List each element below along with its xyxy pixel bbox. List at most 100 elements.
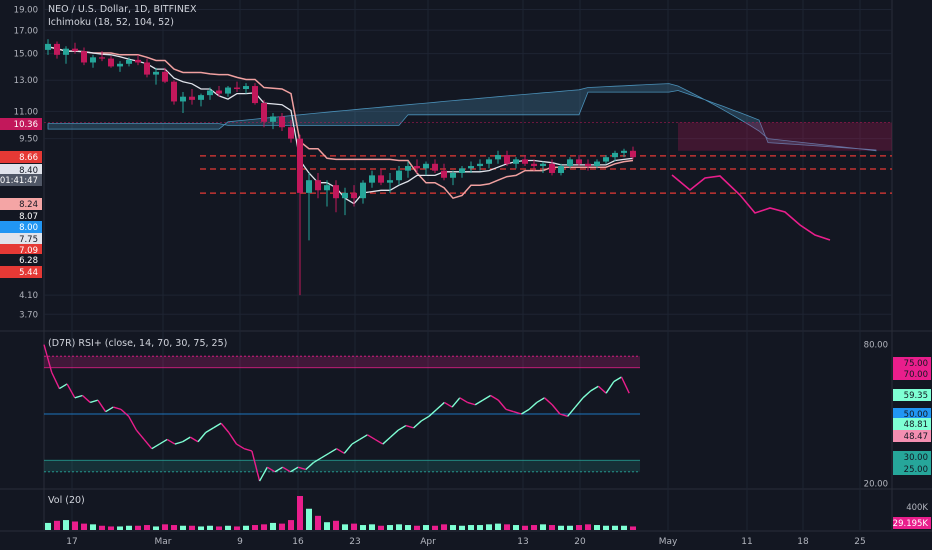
volume-bar: [558, 525, 564, 530]
volume-bar: [522, 525, 528, 530]
y-tick-label: 15.00: [14, 50, 38, 60]
volume-bar: [315, 515, 321, 530]
price-badge: [0, 210, 42, 222]
x-tick-label: 11: [741, 537, 752, 547]
projection-line: [671, 174, 831, 241]
volume-bar: [450, 525, 456, 530]
rsi-badge: [893, 430, 931, 442]
rsi-segment: [605, 381, 615, 394]
rsi-segment: [51, 372, 61, 389]
x-tick-label: 9: [237, 537, 243, 547]
volume-bar: [306, 508, 312, 530]
price-badge: [0, 254, 42, 266]
rsi-badge-label: 48.81: [904, 420, 928, 430]
candle-body: [603, 157, 609, 162]
volume-bar: [540, 524, 546, 530]
price-badge-label: 8.40: [19, 166, 38, 176]
volume-bar: [216, 526, 222, 530]
rsi-segment: [459, 397, 468, 404]
volume-legend[interactable]: Vol (20): [48, 495, 85, 506]
rsi-segment: [220, 422, 230, 433]
volume-bar: [405, 525, 411, 530]
rsi-segment: [74, 394, 83, 399]
candle-body: [162, 71, 168, 82]
volume-bar: [603, 525, 609, 530]
candle-body: [360, 182, 366, 199]
volume-bar: [378, 525, 384, 530]
rsi-overbought-band: [44, 356, 640, 368]
volume-bar: [81, 523, 87, 530]
rsi-segment: [574, 397, 584, 408]
ichimoku-legend[interactable]: Ichimoku (18, 52, 104, 52): [48, 17, 174, 28]
rsi-segment: [135, 429, 145, 440]
rsi-segment: [89, 399, 99, 404]
rsi-segment: [205, 427, 214, 434]
volume-bar: [594, 525, 600, 530]
rsi-segment: [405, 424, 414, 429]
candle-body: [99, 57, 105, 59]
candle-body: [576, 159, 582, 164]
candle-body: [414, 166, 420, 169]
rsi-badge: [893, 357, 931, 369]
volume-bar: [207, 525, 213, 530]
rsi-segment: [482, 394, 491, 401]
volume-bar: [459, 525, 465, 530]
candle-body: [306, 180, 312, 193]
rsi-segment: [143, 438, 153, 450]
volume-bar: [252, 525, 258, 530]
future-cloud: [678, 122, 892, 151]
volume-bar: [468, 525, 474, 530]
rsi-segment: [297, 466, 307, 471]
candle-body: [621, 150, 627, 153]
candle-body: [198, 95, 204, 100]
volume-bar: [513, 525, 519, 530]
rsi-segment: [351, 438, 361, 445]
volume-bar: [396, 524, 402, 530]
rsi-segment: [258, 466, 268, 482]
candle-body: [477, 163, 483, 167]
rsi-legend[interactable]: (D7R) RSI+ (close, 14, 70, 30, 75, 25): [48, 338, 228, 349]
candle-body: [567, 159, 573, 167]
candle-body: [90, 57, 96, 63]
volume-bar: [234, 526, 240, 530]
rsi-axis-label: 20.00: [864, 479, 888, 489]
volume-bar: [324, 522, 330, 530]
volume-badge-label: 29.195K: [893, 519, 929, 529]
candle-body: [288, 127, 294, 139]
volume-bar: [171, 525, 177, 530]
volume-bar: [612, 525, 618, 530]
rsi-badge-label: 25.00: [904, 465, 928, 475]
volume-bar: [486, 524, 492, 530]
price-badge-label: 8.00: [19, 223, 38, 233]
price-badge-label: 6.28: [19, 256, 38, 266]
volume-bar: [288, 520, 294, 530]
rsi-segment: [444, 401, 453, 408]
volume-bar: [333, 520, 339, 530]
rsi-segment: [567, 406, 576, 417]
price-badge: [0, 118, 42, 130]
candle-body: [171, 81, 177, 102]
volume-bar: [144, 525, 150, 530]
rsi-segment: [66, 383, 76, 399]
candle-body: [432, 163, 438, 171]
volume-badge: [893, 517, 931, 529]
volume-bar: [477, 525, 483, 530]
rsi-oversold-band: [44, 460, 640, 472]
rsi-segment: [559, 413, 568, 417]
candle-body: [189, 96, 195, 100]
rsi-segment: [166, 438, 176, 445]
candle-body: [54, 43, 60, 55]
candle-body: [225, 87, 231, 94]
candle-body: [378, 175, 384, 183]
rsi-segment: [367, 434, 376, 441]
candle-body: [495, 155, 501, 160]
volume-bar: [72, 521, 78, 530]
price-badge-label: 7.75: [19, 235, 38, 245]
rsi-segment: [359, 434, 368, 441]
volume-bar: [549, 525, 555, 530]
x-tick-label: 25: [854, 537, 865, 547]
price-badge-label: 5.44: [19, 268, 38, 278]
rsi-segment: [590, 385, 599, 392]
